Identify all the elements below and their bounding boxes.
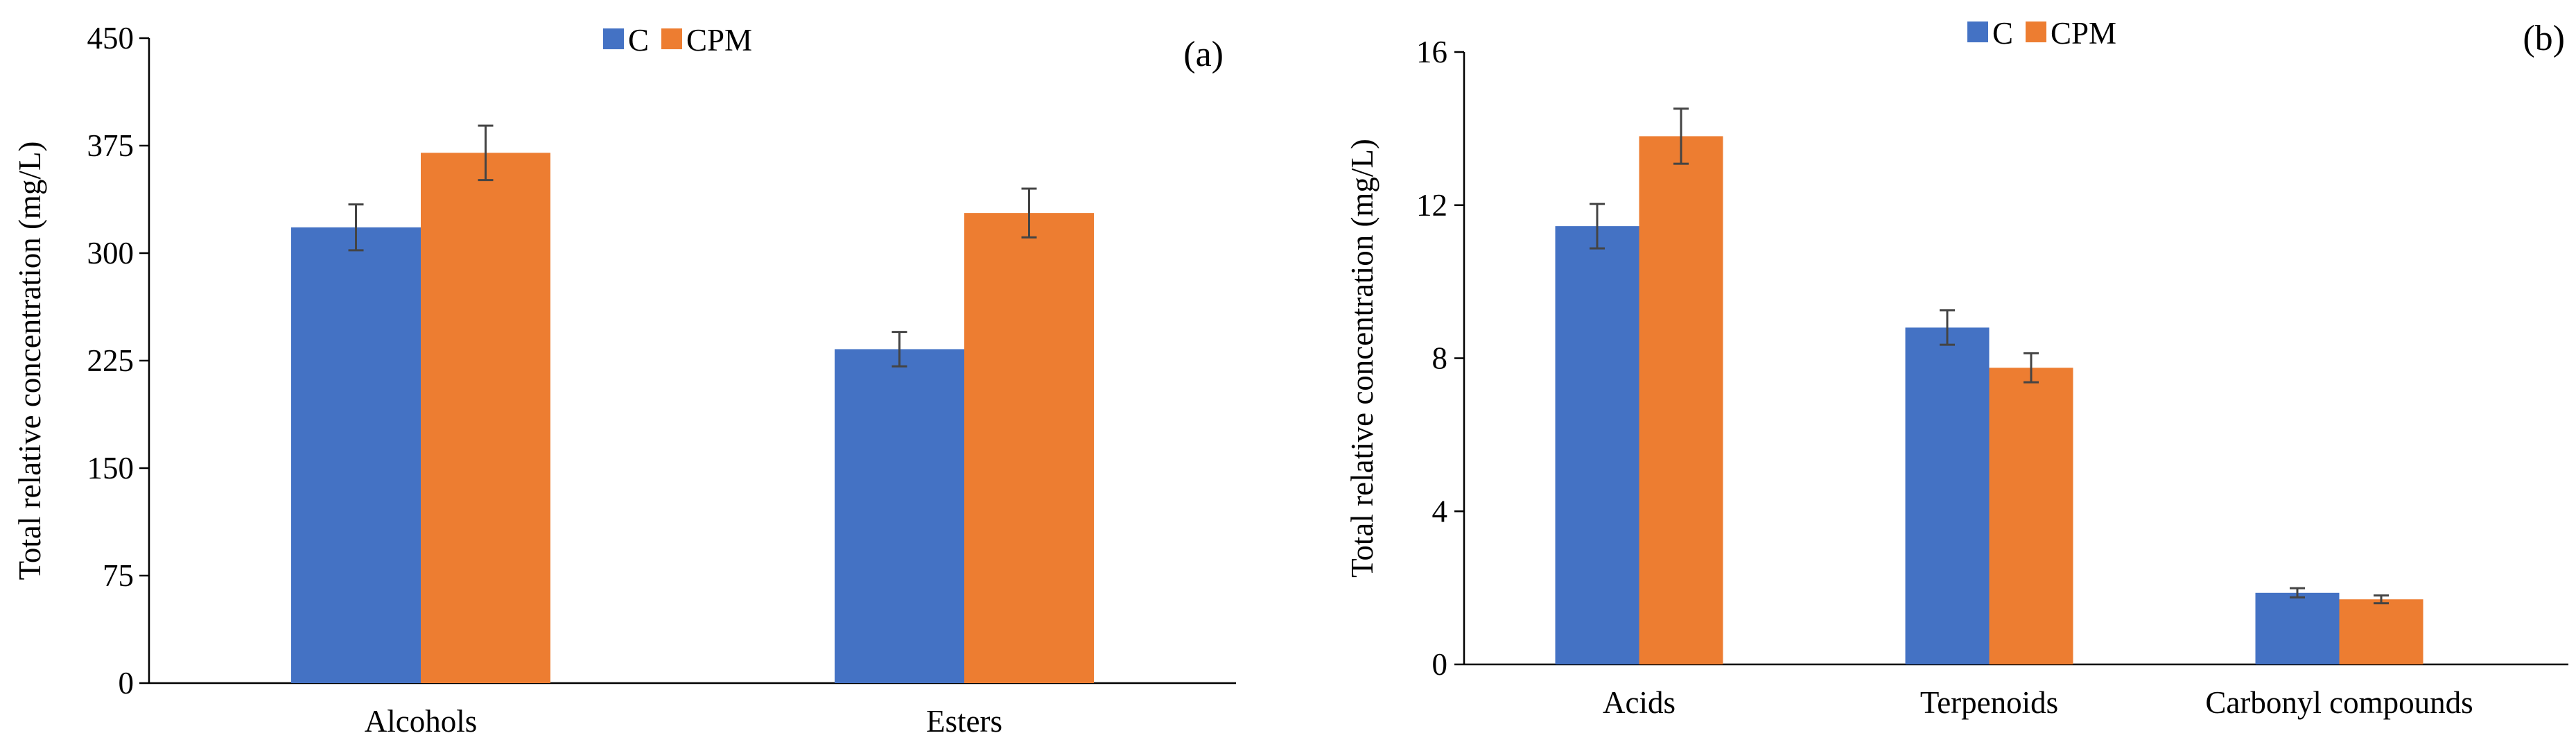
y-tick-label: 8 [1432, 341, 1448, 376]
bar-c-acids [1555, 226, 1639, 664]
bar-cpm-carbonyl-compounds [2339, 599, 2423, 664]
legend-swatch-c [603, 28, 624, 49]
bar-c-carbonyl-compounds [2255, 592, 2340, 664]
y-axis-title: Total relative concentration (mg/L) [1345, 139, 1380, 578]
x-category-label: Carbonyl compounds [2205, 685, 2473, 720]
legend-swatch-cpm [661, 28, 682, 49]
y-tick-label: 0 [119, 666, 134, 700]
bar-c-esters [835, 349, 964, 683]
y-tick-label: 0 [1432, 647, 1448, 682]
y-tick-label: 4 [1432, 494, 1448, 528]
y-tick-label: 75 [103, 558, 134, 593]
legend-label-c: C [628, 23, 649, 58]
legend-swatch-cpm [2026, 21, 2046, 42]
y-tick-label: 375 [87, 128, 134, 163]
bar-c-alcohols [291, 227, 421, 683]
y-tick-label: 16 [1416, 35, 1447, 69]
y-tick-label: 12 [1416, 188, 1447, 223]
bar-cpm-alcohols [421, 153, 550, 684]
y-tick-label: 225 [87, 343, 134, 378]
bar-cpm-terpenoids [1989, 368, 2073, 664]
y-tick-label: 450 [87, 21, 134, 55]
chart-b: 0 4 8 12 16 Acids Terpenoids Carbonyl compounds… [1345, 16, 2568, 720]
x-category-label: Esters [926, 704, 1002, 739]
legend-label-cpm: CPM [2051, 16, 2116, 51]
x-category-label: Alcohols [365, 704, 478, 739]
panel-label: (b) [2523, 19, 2565, 58]
x-category-label: Terpenoids [1920, 685, 2058, 720]
chart-a: 0 75 150 225 300 375 450 Alcohols Esters Total re… [12, 21, 1236, 739]
bar-cpm-esters [964, 213, 1094, 684]
bar-cpm-acids [1639, 136, 1723, 665]
y-tick-label: 150 [87, 451, 134, 485]
bar-c-terpenoids [1905, 327, 1990, 664]
legend-swatch-c [1967, 21, 1988, 42]
legend-label-c: C [1992, 16, 2013, 51]
x-category-label: Acids [1603, 685, 1676, 720]
legend-label-cpm: CPM [686, 23, 752, 58]
y-tick-label: 300 [87, 236, 134, 270]
y-axis-title: Total relative concentration (mg/L) [12, 141, 47, 580]
panel-label: (a) [1183, 35, 1224, 74]
